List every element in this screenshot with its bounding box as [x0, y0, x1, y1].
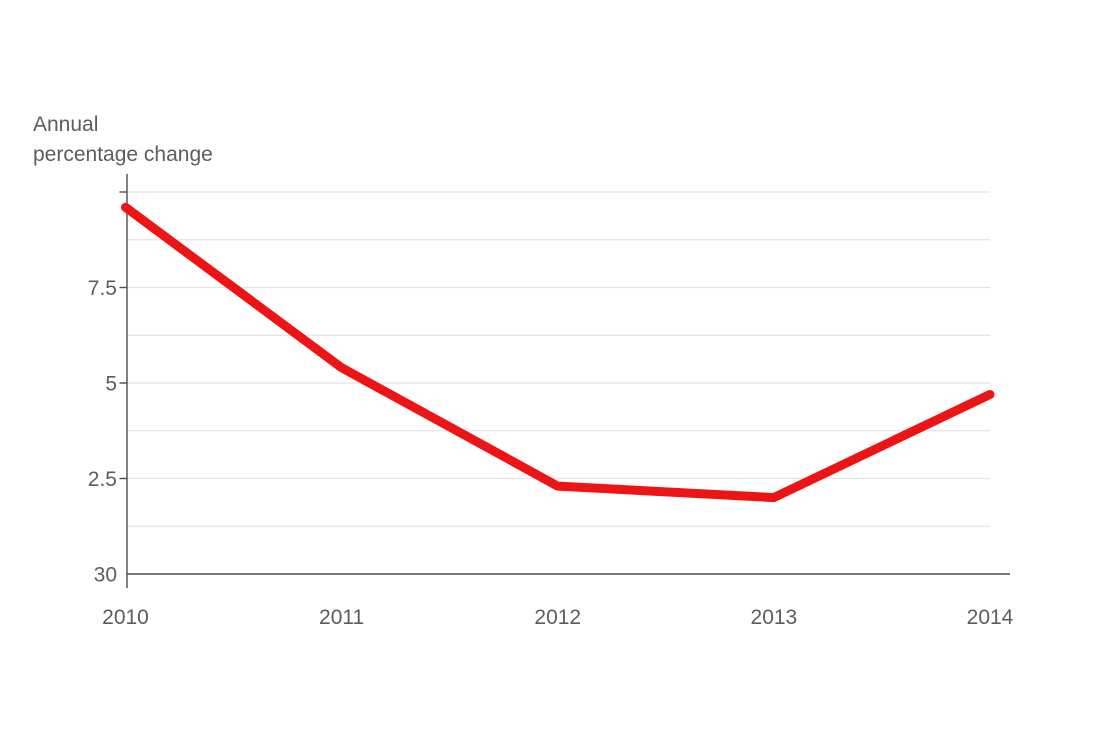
x-axis-label: 2014	[967, 606, 1014, 629]
y-axis-labels: 7.5 5 2.5 30	[88, 277, 117, 587]
axis-tick-marks	[119, 191, 128, 588]
axes	[126, 174, 1010, 575]
x-axis-label: 2011	[319, 606, 364, 629]
data-series	[121, 202, 995, 503]
chart-title-line-2: percentage change	[33, 143, 213, 166]
chart-title: Annual percentage change	[33, 113, 213, 166]
y-axis-label: 30	[94, 564, 117, 587]
annual-change-line	[121, 202, 995, 503]
x-axis-label: 2013	[751, 606, 798, 629]
gridlines	[127, 191, 990, 527]
y-axis-label: 2.5	[88, 468, 117, 491]
chart-title-line-1: Annual	[33, 113, 98, 136]
y-axis-label: 7.5	[88, 277, 117, 300]
x-axis-labels: 2010 2011 2012 2013 2014	[102, 606, 1014, 629]
x-axis-label: 2012	[534, 606, 581, 629]
x-axis-label: 2010	[102, 606, 149, 629]
y-axis-label: 5	[105, 373, 117, 396]
